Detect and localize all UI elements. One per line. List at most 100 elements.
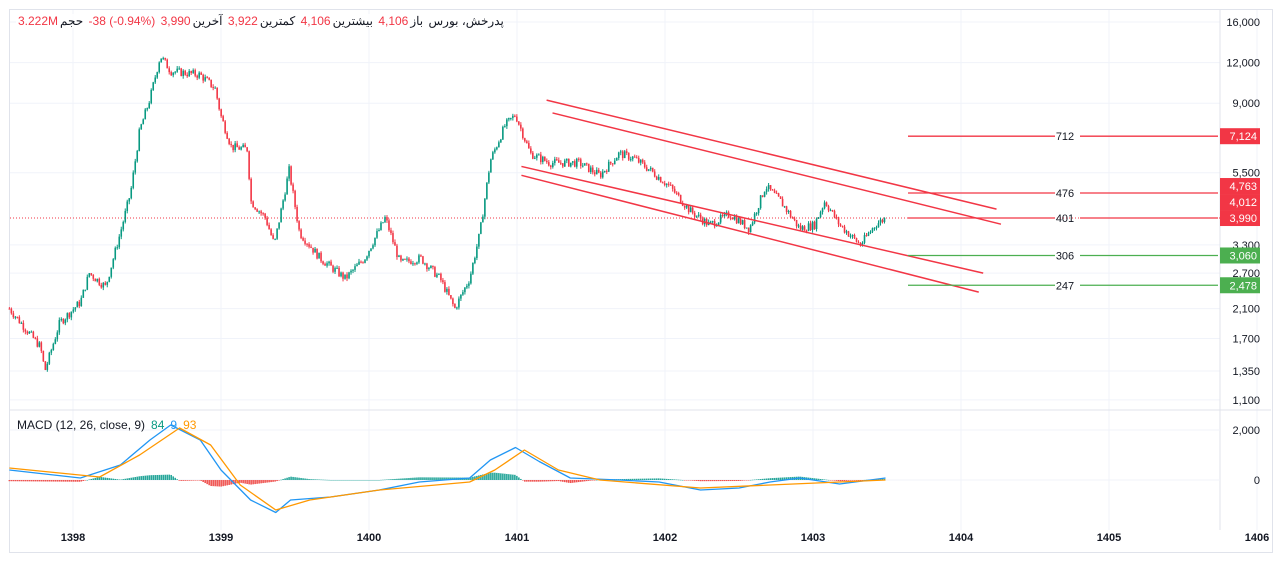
candle-body xyxy=(24,329,27,332)
candle-body xyxy=(220,109,222,117)
candle-body xyxy=(90,273,93,275)
macd-histogram-bar xyxy=(516,475,518,480)
candle-body xyxy=(689,207,692,213)
candle-body xyxy=(512,115,514,118)
y-tick-label: 12,000 xyxy=(1226,58,1260,70)
candle-body xyxy=(763,191,766,197)
macd-histogram-bar xyxy=(68,480,71,482)
candle-body xyxy=(841,225,844,227)
candle-body xyxy=(322,261,324,264)
macd-histogram-bar xyxy=(841,480,844,482)
y-tick-label: 5,500 xyxy=(1232,168,1260,180)
candle-body xyxy=(370,248,372,251)
candle-body xyxy=(296,206,298,222)
candle-body xyxy=(448,288,450,296)
macd-histogram-bar xyxy=(589,480,592,481)
price-badge xyxy=(1220,277,1260,294)
macd-histogram-bar xyxy=(92,478,95,480)
macd-histogram-bar xyxy=(70,480,73,482)
macd-histogram-bar xyxy=(512,474,514,480)
candle-body xyxy=(428,268,430,270)
macd-histogram-bar xyxy=(524,480,526,482)
candle-body xyxy=(274,238,276,240)
candle-body xyxy=(669,184,672,186)
candle-body xyxy=(817,217,820,219)
candle-body xyxy=(733,216,736,220)
candle-body xyxy=(571,161,574,163)
candle-body xyxy=(306,243,308,245)
macd-histogram-bar xyxy=(777,477,780,480)
macd-y-tick-label: 2,000 xyxy=(1232,425,1260,437)
macd-legend[interactable]: MACD (12, 26, close, 9) 84 9 93 xyxy=(17,418,196,432)
macd-histogram-bar xyxy=(212,480,214,487)
macd-histogram-bar xyxy=(697,480,700,482)
macd-histogram-bar xyxy=(669,479,672,480)
macd-histogram-bar xyxy=(723,480,726,482)
candle-body xyxy=(554,159,556,163)
candle-body xyxy=(619,151,622,153)
candle-body xyxy=(615,157,618,161)
macd-histogram-bar xyxy=(164,474,167,480)
candle-body xyxy=(452,298,454,305)
macd-histogram-bar xyxy=(18,480,21,482)
macd-histogram-bar xyxy=(591,480,594,481)
candle-body xyxy=(200,72,202,75)
macd-histogram-bar xyxy=(146,475,149,480)
candle-body xyxy=(569,162,572,167)
macd-histogram-bar xyxy=(378,479,380,481)
macd-histogram-bar xyxy=(158,474,161,480)
price-badge-label: 3,990 xyxy=(1229,213,1257,225)
candle-body xyxy=(318,252,320,259)
candle-body xyxy=(833,210,836,218)
macd-histogram-bar xyxy=(346,479,348,481)
macd-histogram-bar xyxy=(583,480,586,482)
candle-body xyxy=(562,163,564,167)
candle-body xyxy=(677,193,680,195)
macd-histogram-bar xyxy=(585,480,588,482)
macd-histogram-bar xyxy=(755,479,758,480)
macd-histogram-bar xyxy=(518,477,520,480)
level-label: 306 xyxy=(1056,250,1074,262)
candle-body xyxy=(454,304,456,308)
candle-body xyxy=(84,289,87,291)
candle-body xyxy=(86,276,89,290)
candle-body xyxy=(835,217,838,219)
macd-histogram-bar xyxy=(711,480,714,482)
candle-body xyxy=(605,170,608,172)
macd-histogram-bar xyxy=(384,479,386,481)
candle-body xyxy=(392,233,394,243)
candle-body xyxy=(548,162,550,166)
candle-body xyxy=(560,162,562,164)
macd-histogram-bar xyxy=(248,480,250,485)
macd-histogram-bar xyxy=(122,479,125,480)
candle-body xyxy=(550,165,552,167)
candle-body xyxy=(745,227,748,229)
candle-body xyxy=(851,234,854,237)
candle-body xyxy=(587,163,590,173)
macd-histogram-bar xyxy=(172,476,174,480)
candle-body xyxy=(268,224,270,230)
candle-body xyxy=(126,201,129,211)
level-label: 247 xyxy=(1056,280,1074,292)
candle-body xyxy=(506,119,508,127)
candle-body xyxy=(530,148,532,153)
macd-histogram-bar xyxy=(210,480,212,487)
candle-body xyxy=(182,70,184,76)
candle-body xyxy=(206,77,208,79)
macd-histogram-bar xyxy=(370,479,372,481)
macd-histogram-bar xyxy=(721,480,724,482)
macd-histogram-bar xyxy=(152,475,155,480)
macd-histogram-bar xyxy=(408,478,410,480)
symbol-name[interactable]: پدرخش، بورس xyxy=(428,14,504,28)
level-label: 476 xyxy=(1056,188,1074,200)
macd-histogram-bar xyxy=(190,480,192,481)
candle-body xyxy=(432,265,434,268)
macd-histogram-bar xyxy=(162,474,165,480)
macd-histogram-bar xyxy=(414,477,416,480)
candle-body xyxy=(160,58,163,63)
macd-histogram-bar xyxy=(86,479,89,481)
candle-body xyxy=(152,82,155,90)
candle-body xyxy=(244,144,246,148)
price-badge-label: 4,763 xyxy=(1229,181,1257,193)
